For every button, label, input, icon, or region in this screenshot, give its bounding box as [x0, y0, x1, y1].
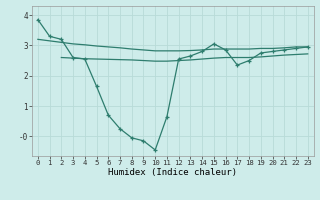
X-axis label: Humidex (Indice chaleur): Humidex (Indice chaleur)	[108, 168, 237, 177]
